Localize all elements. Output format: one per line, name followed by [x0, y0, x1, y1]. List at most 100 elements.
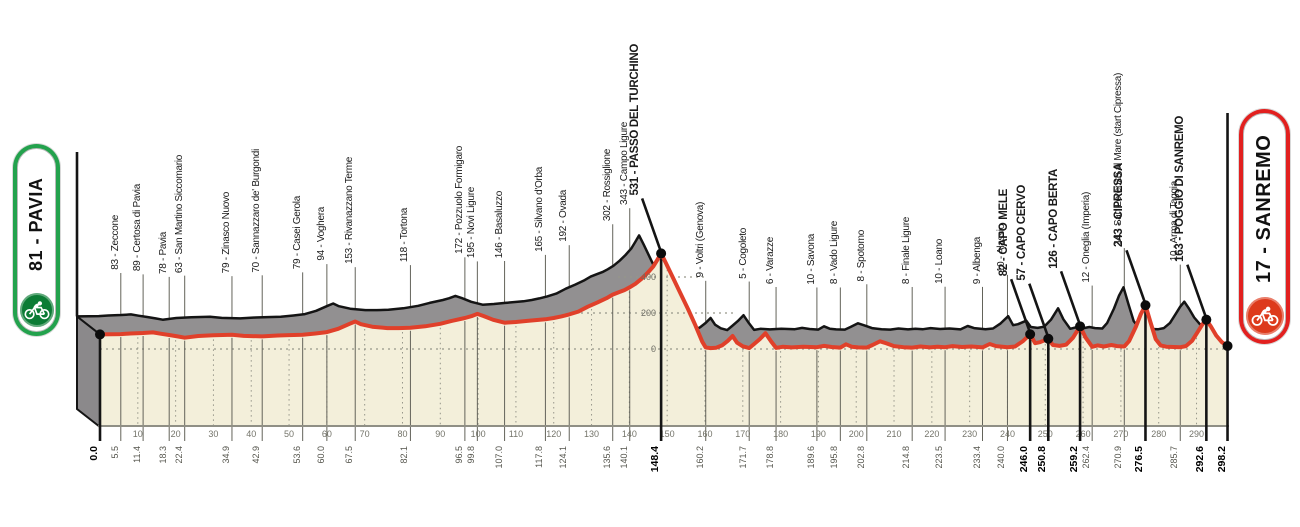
svg-text:290: 290: [1189, 429, 1204, 439]
svg-text:80: 80: [397, 429, 407, 439]
svg-text:100: 100: [471, 429, 486, 439]
km-label-text: 42.9: [251, 446, 262, 464]
waypoint-label-text: 57 - CAPO CERVO: [1016, 185, 1029, 281]
svg-text:30: 30: [208, 429, 218, 439]
km-label-text: 223.5: [934, 446, 945, 469]
svg-text:170: 170: [735, 429, 750, 439]
terrain-top-edge: [76, 234, 1207, 332]
km-label-text: 171.7: [738, 446, 749, 469]
svg-text:160: 160: [697, 429, 712, 439]
km-label-text: 285.7: [1169, 446, 1180, 469]
waypoint-label-text: 78 - Pavia: [158, 231, 170, 274]
km-label-text: 5.5: [109, 446, 120, 459]
svg-text:40: 40: [246, 429, 256, 439]
svg-text:210: 210: [887, 429, 902, 439]
waypoint-label-text: 8 - Finale Ligure: [901, 216, 913, 284]
km-label-text: 11.4: [132, 446, 143, 463]
waypoint-label-text: 153 - Rivanazzano Terme: [344, 157, 356, 265]
km-label-text: 240.0: [996, 446, 1007, 469]
climb-lines: [75, 113, 1229, 441]
svg-text:20: 20: [171, 429, 181, 439]
svg-text:270: 270: [1113, 429, 1128, 439]
label-connectors: [120, 208, 1181, 332]
waypoint-label-text: 79 - Casei Gerola: [291, 196, 303, 270]
svg-text:60: 60: [322, 429, 332, 439]
finish-badge: 17 - SANREMO: [1239, 109, 1290, 344]
km-label-text: 18.3: [158, 446, 169, 464]
waypoint-label-text: 9 - Albenga: [971, 236, 983, 284]
start-badge: 81 - PAVIA: [13, 144, 60, 336]
km-label-text: 53.6: [291, 446, 302, 464]
svg-text:230: 230: [962, 429, 977, 439]
waypoint-label-text: 302 - Rossiglione: [601, 149, 613, 222]
km-label-text: 82.1: [399, 446, 410, 464]
svg-text:140: 140: [622, 429, 637, 439]
terrain-band: [77, 235, 1228, 349]
km-label-text: 262.4: [1081, 446, 1092, 469]
waypoint-label-text: 243 - CIPRESSA: [1113, 163, 1126, 248]
waypoint-label-text: 5 - Cogoleto: [738, 227, 750, 279]
finish-cyclist-icon: [1245, 297, 1284, 335]
km-label-text: 233.4: [971, 446, 982, 469]
km-label-text: 298.2: [1215, 446, 1228, 473]
start-badge-label: 81 - PAVIA: [26, 177, 46, 271]
waypoint-label-text: 94 - Voghera: [315, 207, 327, 262]
waypoint-label-text: 63 - San Martino Siccomario: [173, 154, 185, 273]
svg-text:400: 400: [641, 272, 656, 282]
km-label-text: 60.0: [315, 446, 326, 464]
km-label-text: 22.4: [173, 446, 184, 464]
km-label-text: 195.8: [829, 446, 840, 469]
waypoint-label-text: 165 - Silvano d'Orba: [534, 167, 546, 252]
km-label-text: 67.5: [344, 446, 355, 464]
start-cyclist-icon: [19, 293, 54, 327]
km-label-text: 276.5: [1133, 446, 1146, 473]
waypoint-label-text: 10 - Savona: [805, 233, 817, 285]
waypoint-label-text: 192 - Ovada: [558, 190, 570, 243]
km-label-text: 246.0: [1018, 446, 1031, 473]
svg-text:250: 250: [1038, 429, 1053, 439]
waypoint-label-text: 10 - Loano: [934, 238, 946, 284]
svg-text:200: 200: [849, 429, 864, 439]
svg-text:120: 120: [546, 429, 561, 439]
km-label-text: 214.8: [901, 446, 912, 469]
waypoint-label-text: 9 - Voltri (Genova): [694, 202, 706, 278]
km-label-text: 148.4: [649, 446, 662, 473]
km-label-text: 189.6: [805, 446, 816, 469]
svg-text:190: 190: [811, 429, 826, 439]
waypoint-label-text: 118 - Tortona: [399, 208, 411, 263]
km-label-text: 135.6: [601, 446, 612, 469]
waypoint-label-text: 83 - Zeccone: [109, 215, 121, 270]
waypoint-label-text: 163 - POGGIO DI SANREMO: [1174, 115, 1187, 262]
km-label-text: 250.8: [1036, 446, 1049, 473]
svg-text:200: 200: [641, 308, 656, 318]
km-label-text: 178.8: [765, 446, 776, 469]
svg-text:50: 50: [284, 429, 294, 439]
profile-line: [98, 251, 1230, 351]
km-label-text: 270.9: [1113, 446, 1124, 469]
elevation-scale: 0 200 400: [641, 272, 656, 354]
svg-text:70: 70: [360, 429, 370, 439]
km-label-text: 160.2: [694, 446, 705, 469]
waypoint-label-text: 126 - CAPO BERTA: [1048, 168, 1061, 269]
svg-text:180: 180: [773, 429, 788, 439]
km-label-text: 107.0: [493, 446, 504, 469]
waypoint-label-text: 70 - Sannazzaro de' Burgondi: [251, 148, 263, 273]
finish-badge-label: 17 - SANREMO: [1253, 134, 1275, 283]
waypoint-label-text: 8 - Vado Ligure: [829, 221, 841, 285]
km-label-text: 34.9: [220, 446, 231, 464]
waypoint-label-text: 79 - Zinasco Nuovo: [220, 191, 232, 274]
km-label-text: 292.6: [1194, 446, 1207, 473]
svg-text:10: 10: [133, 429, 143, 439]
x-axis-ticks: 10 20 30 40 50 60 70 80 90 100 110 120 130 140 150 160 1…: [133, 429, 1204, 439]
svg-text:110: 110: [509, 429, 523, 439]
km-label-text: 259.2: [1068, 446, 1081, 473]
svg-text:240: 240: [1000, 429, 1015, 439]
waypoint-label-text: 172 - Pozzuolo Formigaro: [453, 146, 465, 255]
waypoint-label-text: 146 - Basaluzzo: [493, 190, 505, 258]
waypoint-label-text: 195 - Novi Ligure: [466, 187, 478, 259]
km-label-text: 117.8: [534, 446, 545, 468]
km-label-text: 124.1: [558, 446, 569, 469]
waypoint-label-text: 12 - Oneglia (Imperia): [1081, 191, 1093, 283]
